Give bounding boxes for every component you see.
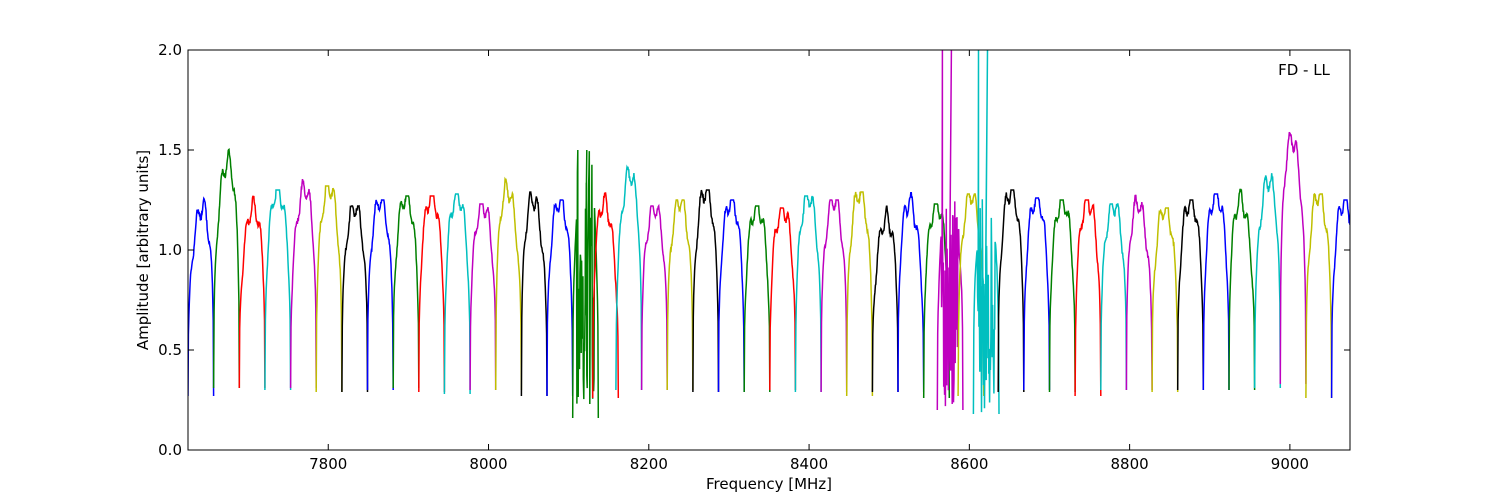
x-tick-label: 9000 (1271, 455, 1309, 473)
x-axis-label: Frequency [MHz] (706, 475, 832, 493)
x-tick-label: 8200 (630, 455, 668, 473)
series-line (820, 199, 848, 393)
series-line (1253, 173, 1282, 389)
y-tick-label: 1.5 (158, 141, 182, 159)
x-tick-label: 8800 (1111, 455, 1149, 473)
series-line (1100, 203, 1128, 391)
series-line (392, 195, 420, 389)
series-line (1176, 199, 1205, 391)
series-line (1023, 197, 1051, 391)
series-line (769, 207, 797, 391)
series-line (212, 147, 241, 389)
series-line (615, 164, 643, 391)
series-line (972, 50, 1000, 415)
series-line (1305, 192, 1333, 399)
series-line (897, 192, 925, 393)
series-line (871, 205, 899, 393)
series-line (794, 195, 822, 393)
series-line (1074, 199, 1102, 397)
series-line (1125, 194, 1153, 391)
y-axis-label: Amplitude [arbitrary units] (134, 150, 152, 350)
series-line (418, 195, 446, 393)
series-line (591, 192, 620, 399)
x-tick-label: 8600 (950, 455, 988, 473)
series-line (640, 203, 668, 391)
x-axis: 7800 8000 8200 8400 8600 8800 9000 (309, 50, 1309, 473)
series-line (1330, 199, 1350, 399)
series-line (341, 204, 369, 393)
y-tick-label: 0.0 (158, 441, 182, 459)
series-line (1202, 193, 1230, 391)
series-line (546, 199, 574, 397)
y-axis: 0.0 0.5 1.0 1.5 2.0 (158, 41, 1350, 459)
series-line (743, 205, 771, 393)
series-line (469, 203, 497, 391)
series-line (264, 189, 292, 391)
series-layer (188, 50, 1350, 419)
series-line (666, 199, 694, 391)
chart-annotation: FD - LL (1278, 61, 1330, 79)
series-line (845, 191, 874, 397)
x-tick-label: 8400 (790, 455, 828, 473)
series-line (520, 190, 548, 397)
series-line (692, 189, 720, 393)
series-line (1048, 199, 1076, 393)
series-line (315, 185, 343, 393)
series-line (997, 189, 1025, 393)
series-line (238, 195, 266, 389)
series-line (936, 50, 964, 411)
series-line (366, 199, 394, 391)
series-line (717, 199, 745, 393)
series-line (922, 203, 951, 399)
series-line (188, 196, 215, 397)
y-tick-label: 0.5 (158, 341, 182, 359)
x-tick-label: 8000 (469, 455, 507, 473)
y-tick-label: 1.0 (158, 241, 182, 259)
series-line (1228, 188, 1256, 391)
series-line (571, 149, 600, 419)
series-line (443, 193, 471, 395)
series-line (1151, 207, 1179, 393)
series-line (289, 179, 317, 389)
series-line (1279, 131, 1307, 385)
y-tick-label: 2.0 (158, 41, 182, 59)
x-tick-label: 7800 (309, 455, 347, 473)
series-line (494, 176, 523, 391)
